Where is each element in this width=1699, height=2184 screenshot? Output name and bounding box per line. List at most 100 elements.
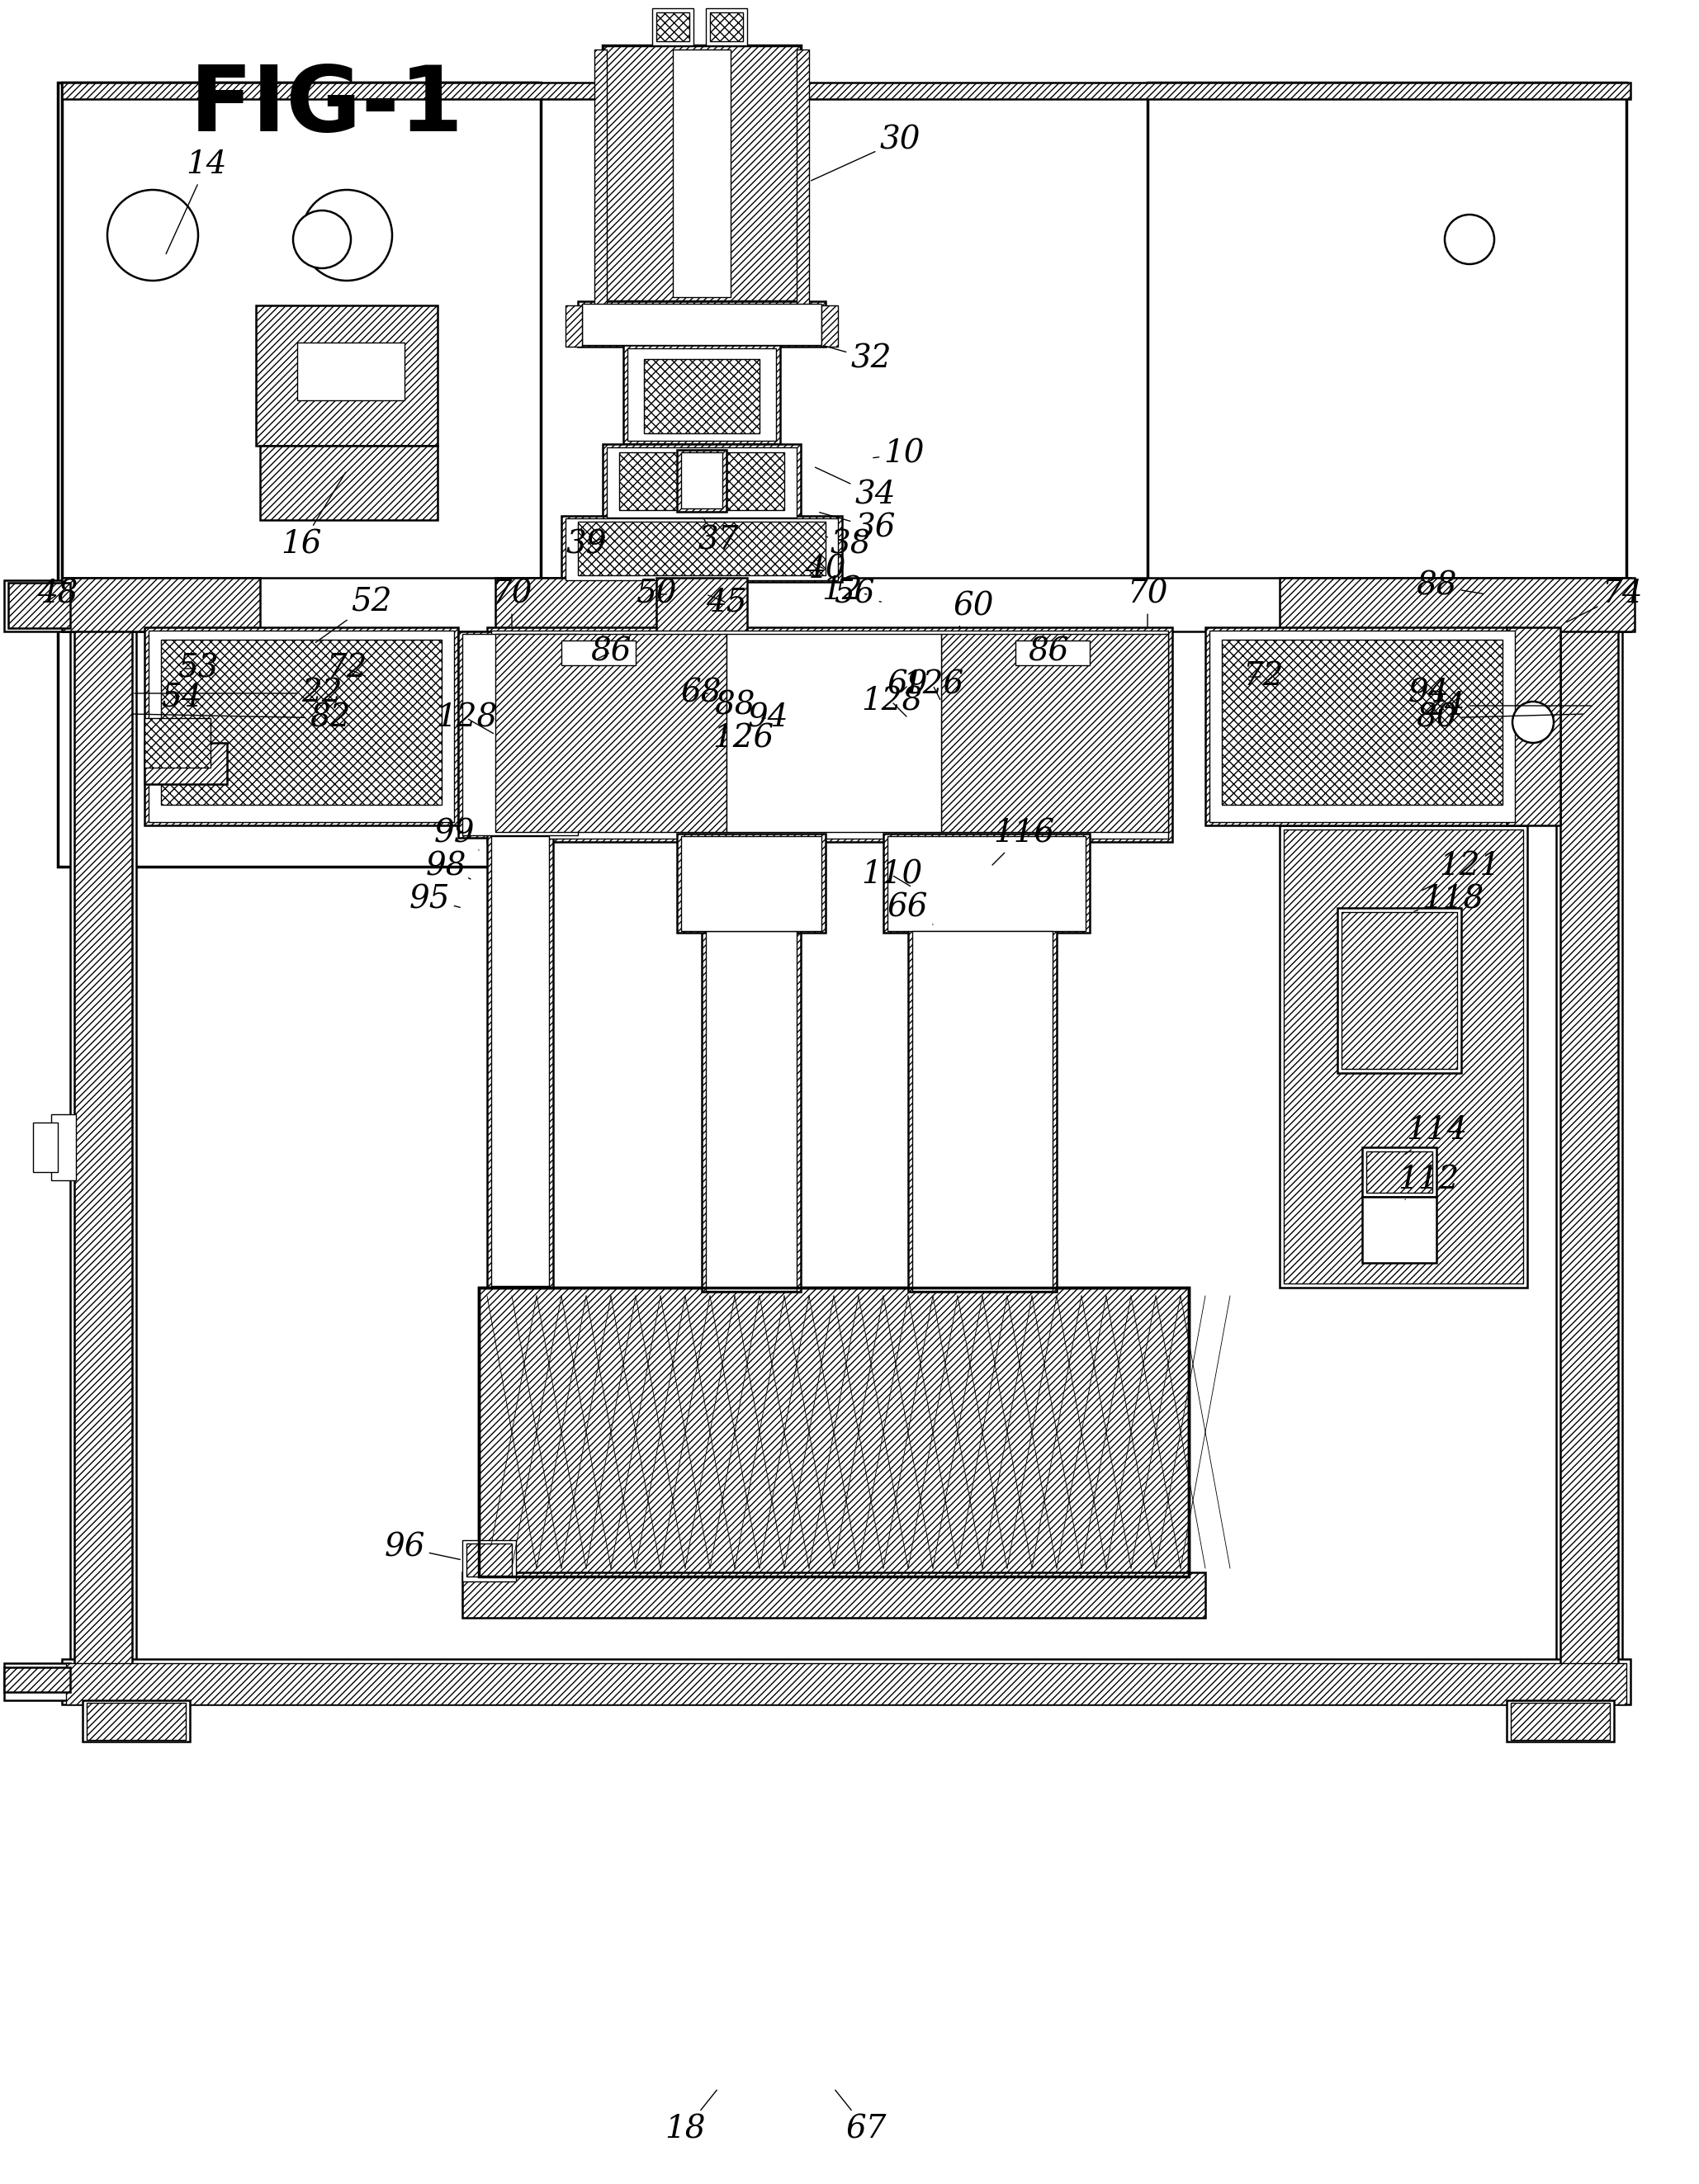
Text: 128: 128 — [435, 703, 498, 734]
Text: 37: 37 — [698, 518, 739, 557]
Text: 95: 95 — [409, 885, 460, 915]
Text: 94: 94 — [748, 703, 788, 734]
Bar — [462, 633, 578, 834]
Bar — [479, 1289, 1189, 1577]
Bar — [75, 627, 133, 1684]
Text: 24: 24 — [1424, 690, 1590, 721]
Bar — [727, 633, 941, 832]
Bar — [61, 83, 540, 622]
Text: 86: 86 — [591, 638, 632, 668]
Circle shape — [292, 210, 352, 269]
Bar — [496, 633, 727, 832]
Text: 121: 121 — [1422, 852, 1500, 891]
Text: 60: 60 — [953, 592, 994, 627]
Bar — [676, 834, 826, 933]
Bar — [260, 446, 438, 520]
Text: 72: 72 — [1242, 662, 1283, 692]
Circle shape — [1444, 214, 1493, 264]
Bar — [1507, 1701, 1614, 1741]
Text: 70: 70 — [491, 579, 532, 627]
Text: 98: 98 — [425, 852, 471, 882]
Text: 126: 126 — [902, 670, 963, 701]
Bar — [566, 306, 583, 347]
Bar — [1363, 1197, 1436, 1262]
Bar — [1510, 1704, 1611, 1741]
Text: 114: 114 — [1405, 1116, 1468, 1153]
Bar — [656, 579, 748, 631]
Text: 128: 128 — [861, 686, 923, 716]
Bar — [1279, 826, 1527, 1289]
Bar — [676, 450, 727, 511]
Bar — [467, 1544, 511, 1577]
Text: 96: 96 — [384, 1533, 460, 1564]
Text: 22: 22 — [134, 677, 343, 708]
Bar — [681, 452, 722, 509]
Bar — [603, 443, 800, 518]
Bar — [61, 83, 1631, 98]
Text: 72: 72 — [326, 653, 367, 684]
Bar — [652, 9, 693, 46]
Text: 54: 54 — [161, 681, 202, 712]
Bar — [644, 358, 759, 432]
Circle shape — [301, 190, 392, 280]
Text: 50: 50 — [635, 579, 676, 609]
Bar — [61, 579, 1631, 631]
Bar — [1507, 627, 1560, 826]
Bar — [488, 834, 554, 1289]
Bar — [491, 836, 549, 1286]
Bar — [705, 930, 797, 1291]
Text: 110: 110 — [861, 860, 923, 891]
Bar — [1560, 627, 1617, 1684]
Text: 94: 94 — [1403, 677, 1449, 710]
Bar — [912, 930, 1053, 1291]
Bar — [87, 1704, 185, 1741]
Text: 48: 48 — [37, 579, 78, 609]
Bar — [1342, 913, 1458, 1068]
Bar — [797, 50, 809, 306]
Text: 70: 70 — [1126, 579, 1167, 627]
Bar — [1016, 640, 1089, 666]
Text: 82: 82 — [133, 703, 350, 734]
Text: 16: 16 — [280, 472, 345, 559]
Bar — [566, 518, 838, 581]
Text: 67: 67 — [836, 2090, 887, 2145]
Bar — [1284, 830, 1524, 1284]
Bar — [488, 627, 1172, 841]
Bar — [257, 306, 438, 446]
Text: 68: 68 — [681, 677, 722, 708]
Bar — [656, 13, 690, 41]
Bar — [462, 1540, 516, 1581]
Bar — [673, 50, 731, 297]
Text: 12: 12 — [822, 574, 866, 605]
Bar — [1205, 627, 1519, 826]
Bar — [66, 1664, 1626, 1704]
Text: 45: 45 — [707, 587, 748, 618]
Bar — [578, 301, 826, 347]
Text: FIG-1: FIG-1 — [190, 61, 464, 151]
Bar — [491, 631, 1169, 839]
Bar — [705, 9, 748, 46]
Bar — [578, 522, 826, 574]
Bar — [1337, 909, 1461, 1072]
Bar — [58, 83, 537, 867]
Text: 86: 86 — [1028, 638, 1069, 668]
Bar — [941, 633, 1169, 832]
Bar — [83, 1701, 190, 1741]
Bar — [1210, 631, 1516, 821]
Bar — [459, 631, 583, 839]
Text: 34: 34 — [816, 467, 895, 511]
Text: 14: 14 — [167, 151, 228, 253]
Bar — [1147, 83, 1626, 622]
Bar — [51, 1114, 76, 1179]
Text: 38: 38 — [826, 529, 872, 559]
Bar — [70, 622, 136, 1688]
Bar — [3, 1666, 70, 1693]
Bar — [1363, 1147, 1436, 1197]
Bar — [3, 581, 75, 631]
Bar — [462, 1572, 1205, 1618]
Bar — [583, 304, 821, 345]
Bar — [907, 928, 1057, 1291]
Bar — [496, 579, 661, 631]
Bar — [607, 448, 797, 518]
Text: 30: 30 — [810, 124, 921, 181]
